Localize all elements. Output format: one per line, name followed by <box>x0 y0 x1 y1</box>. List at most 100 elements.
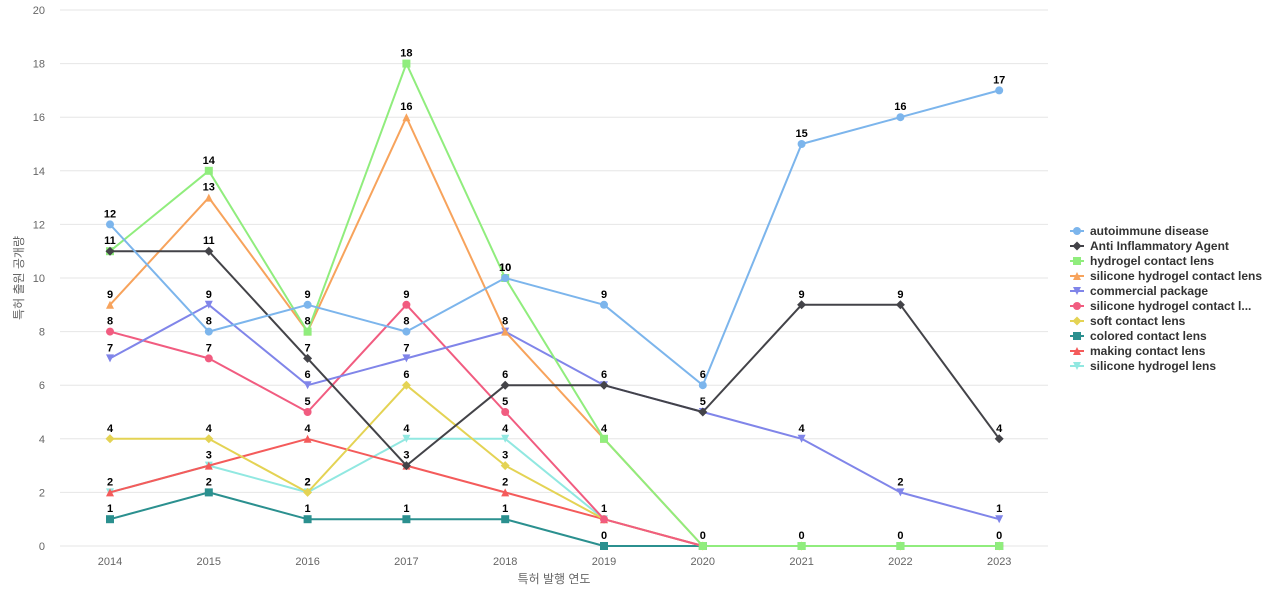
data-point <box>106 488 114 497</box>
data-label: 0 <box>996 530 1002 542</box>
legend-item[interactable]: silicone hydrogel contact lens <box>1070 269 1262 283</box>
data-point <box>600 300 608 309</box>
data-point <box>303 353 313 363</box>
x-axis-title: 특허 발행 연도 <box>518 571 591 586</box>
data-label: 8 <box>107 316 113 328</box>
legend-item[interactable]: silicone hydrogel lens <box>1070 359 1216 373</box>
y-tick-label: 20 <box>33 5 45 17</box>
data-point <box>106 220 114 229</box>
data-point <box>995 542 1004 550</box>
data-label: 4 <box>996 423 1003 435</box>
data-label: 2 <box>897 476 903 488</box>
data-label: 2 <box>206 476 212 488</box>
series-line <box>109 62 1000 547</box>
data-label: 7 <box>403 342 409 354</box>
data-label: 6 <box>403 369 409 381</box>
legend-item[interactable]: hydrogel contact lens <box>1070 254 1214 268</box>
legend-item[interactable]: Anti Inflammatory Agent <box>1070 239 1229 253</box>
legend-label: commercial package <box>1090 284 1208 298</box>
data-label: 6 <box>601 369 607 381</box>
gridlines <box>60 9 1048 547</box>
legend-item[interactable]: silicone hydrogel contact l... <box>1070 299 1251 313</box>
data-label: 17 <box>993 74 1005 86</box>
data-point <box>501 434 510 443</box>
data-point <box>106 327 114 336</box>
legend-marker-icon <box>1073 272 1081 280</box>
data-point <box>600 515 608 524</box>
legend-marker-icon <box>1073 332 1081 340</box>
y-tick-label: 8 <box>39 327 45 339</box>
data-label: 3 <box>403 450 409 462</box>
data-point <box>402 434 411 443</box>
x-tick-label: 2023 <box>987 556 1011 568</box>
data-point <box>105 246 115 256</box>
data-label: 5 <box>502 396 508 408</box>
data-point <box>501 488 510 497</box>
data-point <box>501 274 510 282</box>
legend-label: silicone hydrogel lens <box>1090 359 1216 373</box>
data-label: 1 <box>305 503 311 515</box>
data-point <box>106 515 114 524</box>
y-axis-title: 특허 출원 공개량 <box>12 236 26 320</box>
data-point <box>501 408 510 416</box>
data-point <box>896 488 905 497</box>
data-label: 0 <box>897 530 903 542</box>
series-1 <box>105 246 1004 471</box>
series-lines <box>105 59 1004 551</box>
data-point <box>402 327 411 336</box>
legend-label: silicone hydrogel contact l... <box>1090 299 1251 313</box>
data-point <box>303 487 313 497</box>
legend-marker-icon <box>1072 316 1082 326</box>
data-label: 8 <box>206 316 212 328</box>
data-label: 11 <box>104 235 116 247</box>
data-point <box>500 380 510 390</box>
legend-item[interactable]: colored contact lens <box>1070 329 1207 343</box>
legend-label: soft contact lens <box>1090 314 1186 328</box>
data-point <box>501 515 510 524</box>
legend-marker-icon <box>1073 347 1081 355</box>
data-label: 9 <box>897 289 903 301</box>
y-tick-label: 4 <box>39 434 45 446</box>
series-5 <box>106 300 1004 550</box>
data-label: 2 <box>305 476 311 488</box>
y-tick-label: 10 <box>33 273 45 285</box>
data-point <box>402 59 411 68</box>
legend-item[interactable]: soft contact lens <box>1070 314 1186 328</box>
data-label: 10 <box>499 262 511 274</box>
data-point <box>105 434 115 444</box>
legend-label: colored contact lens <box>1090 329 1207 343</box>
data-point <box>402 300 411 309</box>
data-point <box>895 300 905 310</box>
data-label: 16 <box>894 101 906 113</box>
data-point <box>204 193 213 202</box>
data-point <box>995 515 1004 524</box>
legend-item[interactable]: making contact lens <box>1070 344 1206 358</box>
series-line <box>109 89 1000 387</box>
y-tick-label: 16 <box>33 112 45 124</box>
data-point <box>204 488 213 497</box>
data-point <box>600 434 608 443</box>
data-label: 1 <box>502 503 508 515</box>
data-label: 9 <box>403 289 409 301</box>
data-label: 4 <box>601 423 608 435</box>
data-point <box>204 246 214 256</box>
x-tick-label: 2022 <box>888 556 912 568</box>
data-label: 9 <box>206 289 212 301</box>
legend-marker-icon <box>1073 257 1081 265</box>
legend-item[interactable]: autoimmune disease <box>1070 224 1209 238</box>
legend-marker-icon <box>1073 227 1081 235</box>
data-label: 4 <box>206 423 213 435</box>
x-tick-label: 2017 <box>394 556 418 568</box>
x-tick-label: 2019 <box>592 556 616 568</box>
legend-item[interactable]: commercial package <box>1070 284 1208 298</box>
data-label: 3 <box>206 450 212 462</box>
data-point <box>106 354 114 363</box>
data-label: 9 <box>799 289 805 301</box>
data-point <box>303 515 312 524</box>
data-label: 1 <box>601 503 607 515</box>
data-label: 9 <box>601 289 607 301</box>
